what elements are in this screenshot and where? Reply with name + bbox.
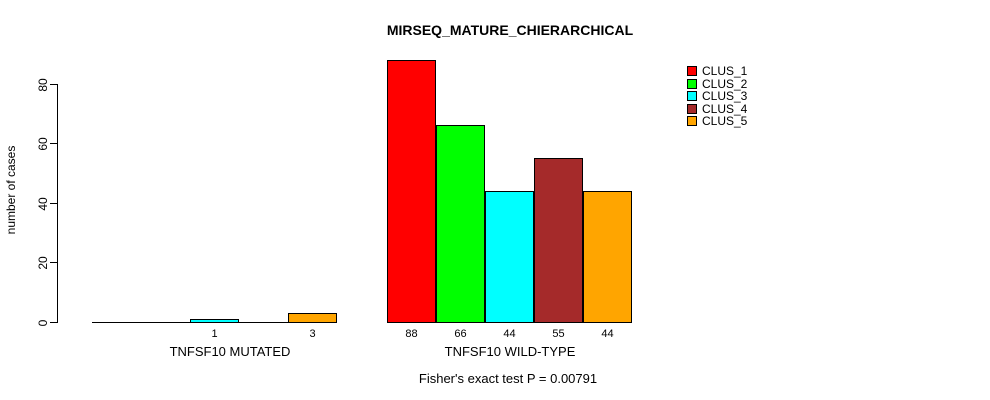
bar-clus_3-group-2 xyxy=(485,191,534,323)
bar-count-clus_4-group-2: 55 xyxy=(552,328,565,340)
y-tick-label-40: 40 xyxy=(36,196,50,211)
y-tick-0 xyxy=(50,322,57,323)
y-tick-label-20: 20 xyxy=(36,255,50,270)
chart-title: MIRSEQ_MATURE_CHIERARCHICAL xyxy=(386,22,634,38)
legend-swatch-clus_5 xyxy=(687,116,697,126)
bar-count-clus_1-group-2: 88 xyxy=(405,328,418,340)
legend-swatch-clus_4 xyxy=(687,104,697,114)
bar-clus_4-group-2 xyxy=(534,158,583,323)
fisher-test-annotation: Fisher's exact test P = 0.00791 xyxy=(418,371,598,386)
bar-clus_3-group-1 xyxy=(190,319,239,323)
bar-count-clus_5-group-1: 3 xyxy=(309,328,316,340)
y-tick-40 xyxy=(50,203,57,204)
y-tick-label-80: 80 xyxy=(36,77,50,92)
y-axis-line xyxy=(57,84,58,323)
bar-clus_2-group-2 xyxy=(436,125,485,323)
bar-clus_1-group-2 xyxy=(387,60,436,323)
group-label-tnfsf10-wild-type: TNFSF10 WILD-TYPE xyxy=(444,344,576,359)
group-label-tnfsf10-mutated: TNFSF10 MUTATED xyxy=(169,344,291,359)
y-tick-20 xyxy=(50,262,57,263)
legend-label-clus_3: CLUS_3 xyxy=(702,89,748,103)
legend-label-clus_4: CLUS_4 xyxy=(702,102,748,116)
y-tick-80 xyxy=(50,84,57,85)
y-tick-label-0: 0 xyxy=(36,319,50,326)
bar-count-clus_3-group-2: 44 xyxy=(503,328,516,340)
bar-clus_5-group-2 xyxy=(583,191,632,323)
legend-label-clus_5: CLUS_5 xyxy=(702,114,748,128)
legend-swatch-clus_2 xyxy=(687,79,697,89)
y-tick-60 xyxy=(50,143,57,144)
bar-count-clus_2-group-2: 66 xyxy=(454,328,467,340)
y-axis-label: number of cases xyxy=(4,145,18,235)
bar-clus_5-group-1 xyxy=(288,313,337,323)
bar-count-clus_3-group-1: 1 xyxy=(211,328,218,340)
y-tick-label-60: 60 xyxy=(36,136,50,151)
legend-label-clus_2: CLUS_2 xyxy=(702,77,748,91)
legend-label-clus_1: CLUS_1 xyxy=(702,64,748,78)
legend-swatch-clus_3 xyxy=(687,91,697,101)
legend-swatch-clus_1 xyxy=(687,66,697,76)
bar-count-clus_5-group-2: 44 xyxy=(601,328,614,340)
